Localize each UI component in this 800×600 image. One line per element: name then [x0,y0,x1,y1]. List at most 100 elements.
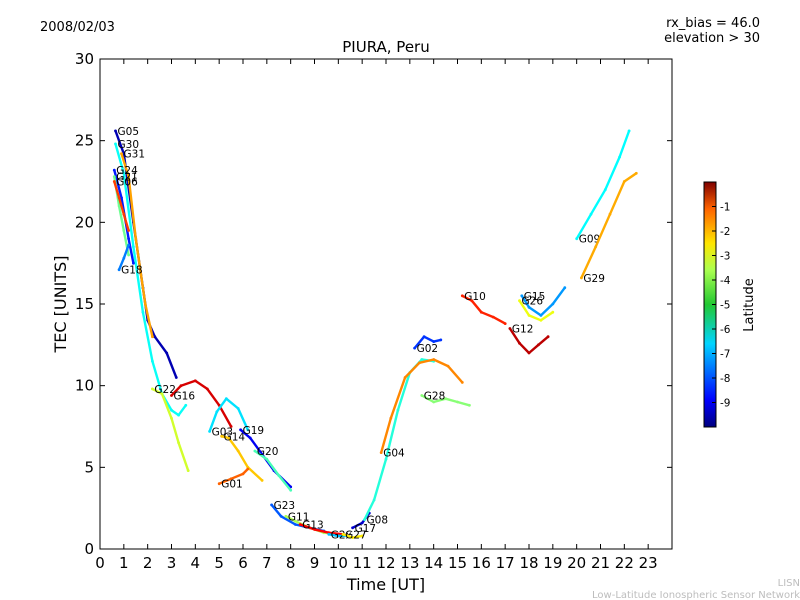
data-point [241,472,245,476]
data-point [127,253,130,257]
y-axis-label: TEC [UNITS] [51,256,70,354]
satellite-label: G20 [257,446,279,458]
credit-line-2: Low-Latitude Ionospheric Sensor Network [592,590,800,600]
data-point [418,361,421,365]
track-g04 [380,358,464,454]
colorbar-tick-label: -6 [720,324,731,336]
satellite-label: G10 [464,291,486,303]
data-point [563,286,567,290]
x-axis-label: Time [UT] [346,575,425,594]
data-point [208,430,212,433]
data-point [177,413,181,417]
x-tick-label: 8 [286,554,296,572]
satellite-label: G19 [243,425,265,437]
x-tick-label: 1 [119,554,129,572]
y-tick-label: 5 [84,458,94,476]
x-tick-label: 9 [310,554,320,572]
x-tick-label: 4 [191,554,201,572]
elevation-label: elevation > 30 [664,31,760,46]
data-point [363,518,366,521]
data-point [432,358,436,361]
satellite-label: G14 [224,431,246,443]
data-point [205,387,209,391]
data-point [539,318,543,322]
satellite-label: G18 [121,265,143,277]
data-point [360,521,364,525]
data-point [327,532,331,536]
data-point [134,237,138,241]
data-point [384,457,388,461]
data-point [603,188,607,192]
colorbar-label: Latitude [742,278,757,332]
rx-bias-label: rx_bias = 46.0 [666,16,760,31]
x-tick-label: 13 [400,554,419,572]
satellite-label: G03 [212,426,234,438]
data-point [479,310,483,314]
data-point [229,425,233,428]
data-point [179,384,183,388]
data-point [174,376,178,379]
satellite-label: G16 [174,391,196,403]
data-point [127,175,130,179]
data-point [470,299,474,303]
data-point [580,276,583,280]
data-point [193,379,197,383]
data-point [151,335,154,339]
data-point [341,532,345,536]
satellite-label: G17 [355,523,377,535]
y-axis: 0 5 10 15 20 25 30 [75,50,672,558]
chart-title: PIURA, Peru [342,38,429,56]
plot-area [99,58,673,550]
data-point [229,477,233,481]
satellite-label: G12 [512,324,534,336]
data-point [294,523,297,526]
satellite-label: G11 [288,511,310,523]
colorbar-tick-label: -8 [720,373,730,385]
data-point [141,310,145,314]
satellite-label: G24 [116,165,138,177]
data-point [227,436,231,440]
satellite-label: G2x [331,529,352,541]
x-tick-label: 22 [615,554,634,572]
data-point [117,204,121,208]
colorbar-tick-label: -2 [720,226,730,238]
x-tick-label: 5 [214,554,224,572]
colorbar-tick-label: -5 [720,300,730,312]
data-point [143,302,147,306]
y-tick-label: 10 [75,377,94,395]
satellite-label: G06 [116,177,138,189]
data-point [151,359,154,363]
satellite-label: G27 [345,529,367,541]
data-point [468,403,471,407]
data-point [546,335,550,339]
data-point [551,302,555,306]
satellite-label: G23 [274,500,296,512]
data-point [117,268,121,272]
x-tick-label: 23 [639,554,658,572]
data-point [608,212,612,216]
data-point [170,416,173,420]
data-point [114,142,117,146]
track-g02 [413,335,442,350]
data-point [456,400,459,404]
satellite-label: G13 [302,520,324,532]
data-point [537,343,540,347]
track-g29 [580,172,638,280]
colorbar-tick-label: -7 [720,349,730,361]
data-point [518,341,521,345]
data-point [153,335,157,339]
track-g08 [363,358,435,521]
satellite-label: G22 [154,384,176,396]
data-point [420,394,424,397]
y-tick-label: 20 [75,213,94,231]
satellite-label: G21 [116,172,138,184]
data-point [132,261,135,265]
data-point [503,322,507,325]
data-point [351,526,354,530]
y-tick-label: 30 [75,50,94,68]
data-point [279,514,283,518]
data-point [160,392,164,396]
data-point [260,479,264,482]
